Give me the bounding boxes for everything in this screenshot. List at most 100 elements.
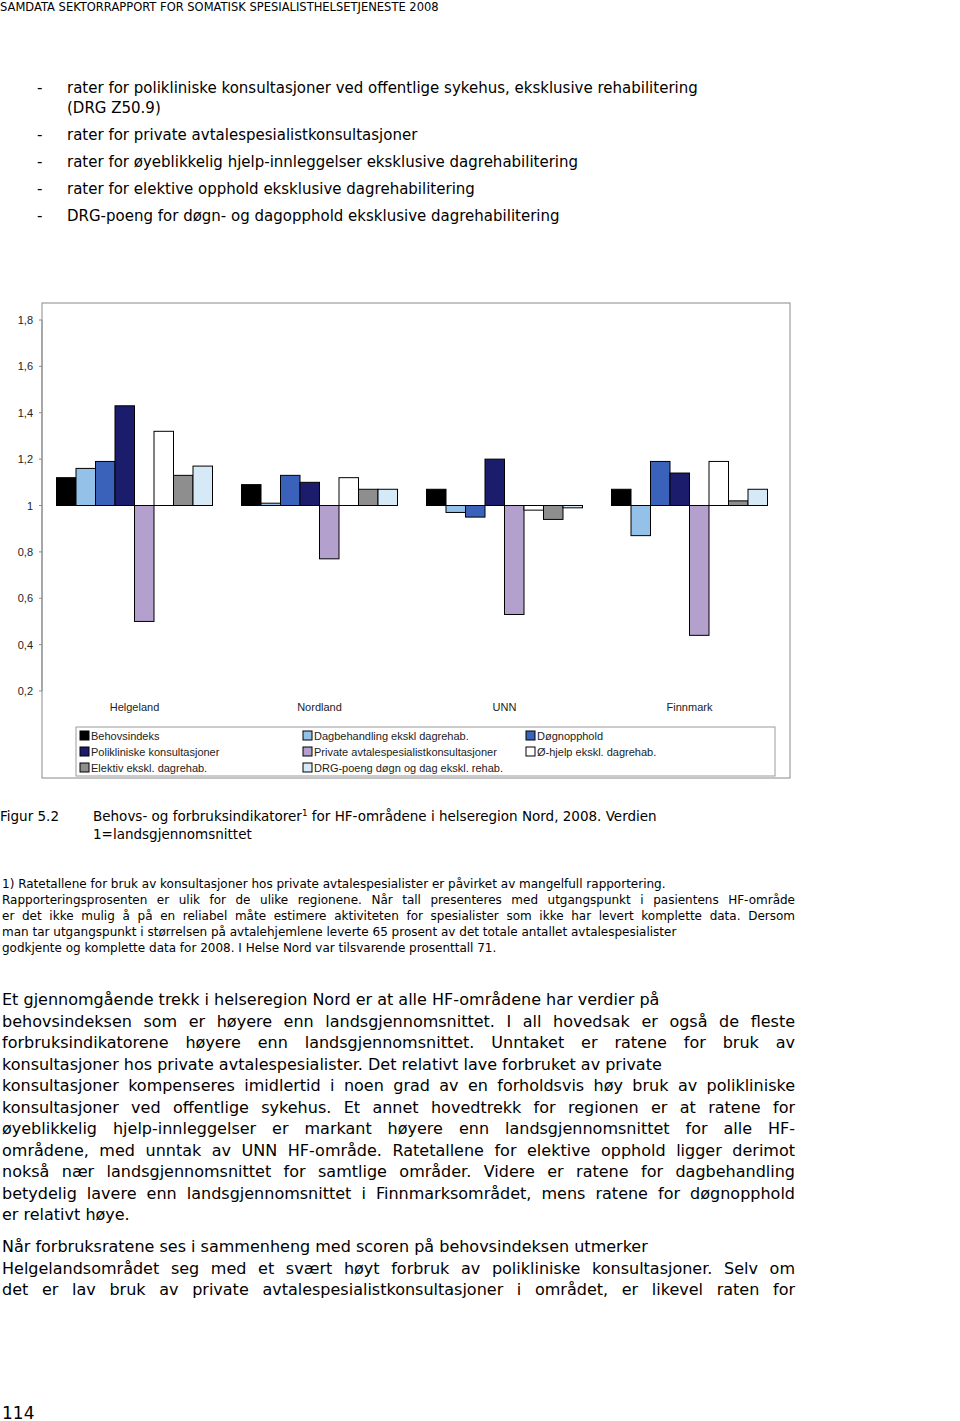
bar: [670, 473, 690, 505]
bar: [115, 406, 135, 506]
text: -: [37, 207, 42, 225]
text: godkjente og komplette data for 2008. I …: [2, 941, 496, 955]
caption-text: Behovs- og forbruksindikatorer1 for HF-o…: [93, 808, 657, 824]
bar: [57, 478, 77, 506]
bars: [57, 406, 768, 636]
bar: [135, 506, 155, 622]
bar: [261, 503, 281, 505]
running-header: SAMDATA SEKTORRAPPORT FOR SOMATISK SPESI…: [0, 1, 439, 15]
footnote-ref: 1: [302, 807, 308, 817]
text: man tar utgangspunkt i størrelsen på avt…: [2, 925, 676, 939]
bar: [281, 475, 301, 505]
footnote-line: Rapporteringsprosenten er ulik for de ul…: [2, 893, 795, 907]
bar: [320, 506, 340, 559]
body-line: betydelig lavere enn landsgjennomsnittet…: [2, 1184, 795, 1203]
legend-box: [76, 727, 775, 776]
chart: 0,20,40,60,811,21,41,61,8HelgelandNordla…: [0, 0, 960, 800]
bullet-text: DRG-poeng for døgn- og dagopphold eksklu…: [67, 207, 560, 225]
y-tick-label: 1,2: [18, 453, 33, 465]
legend-swatch: [303, 747, 312, 756]
bullet-marker: -: [37, 126, 42, 144]
y-tick-label: 0,8: [18, 546, 33, 558]
bullet-marker: -: [37, 79, 42, 97]
bar: [651, 461, 671, 505]
category-label: Finnmark: [667, 701, 713, 713]
text: DRG-poeng for døgn- og dagopphold eksklu…: [67, 207, 560, 225]
legend-swatch: [80, 747, 89, 756]
y-tick-label: 1: [27, 500, 33, 512]
legend-swatch: [303, 763, 312, 772]
text: behovsindeksen som er høyere enn landsgj…: [2, 1012, 795, 1031]
bar: [154, 431, 174, 505]
bullet-text: rater for øyeblikkelig hjelp-innleggelse…: [67, 153, 578, 171]
text: 1) Ratetallene for bruk av konsultasjone…: [2, 877, 666, 891]
bullet-text: rater for polikliniske konsultasjoner ve…: [67, 79, 698, 97]
bar: [631, 506, 651, 536]
legend-swatch: [80, 763, 89, 772]
body-line: nokså nær landsgjennomsnittet for samtli…: [2, 1162, 795, 1181]
bar: [505, 506, 525, 615]
text: konsultasjoner hos private avtalespesial…: [2, 1055, 662, 1074]
body-line: det er lav bruk av private avtalespesial…: [2, 1280, 795, 1299]
text: -: [37, 180, 42, 198]
bar: [485, 459, 505, 505]
y-tick: [39, 505, 42, 506]
y-tick: [39, 412, 42, 413]
text: -: [37, 126, 42, 144]
y-tick-label: 0,6: [18, 592, 33, 604]
y-tick: [39, 551, 42, 552]
text: SAMDATA SEKTORRAPPORT FOR SOMATISK SPESI…: [0, 0, 439, 14]
body-line: konsultasjoner hos private avtalespesial…: [2, 1055, 662, 1074]
text: 1=landsgjennomsnittet: [93, 826, 252, 842]
legend-label: Private avtalespesialistkonsultasjoner: [314, 746, 497, 758]
footnote-line: 1) Ratetallene for bruk av konsultasjone…: [2, 877, 666, 891]
footnote-line: er det ikke mulig å på en reliabel måte …: [2, 909, 795, 923]
bar: [359, 489, 379, 505]
body-line: Helgelandsområdet seg med et svært høyt …: [2, 1259, 795, 1278]
body-line: konsultasjoner ved offentlige sykehus. E…: [2, 1098, 795, 1117]
caption-text: 1=landsgjennomsnittet: [93, 826, 252, 842]
body-line: områdene, med unntak av UNN HF-område. R…: [2, 1141, 795, 1160]
bar: [729, 501, 749, 506]
text: det er lav bruk av private avtalespesial…: [2, 1280, 795, 1299]
text: -: [37, 79, 42, 97]
text: øyeblikkelig hjelp-innleggelser er marka…: [2, 1119, 795, 1138]
y-tick: [39, 459, 42, 460]
bullet-text: rater for elektive opphold eksklusive da…: [67, 180, 475, 198]
bar: [524, 506, 544, 511]
category-label: Nordland: [297, 701, 342, 713]
text: Når forbruksratene ses i sammenheng med …: [2, 1237, 648, 1256]
text: (DRG Z50.9): [67, 99, 161, 117]
text: rater for private avtalespesialistkonsul…: [67, 126, 417, 144]
legend-label: Dagbehandling ekskl dagrehab.: [314, 730, 469, 742]
bar: [612, 489, 632, 505]
y-tick: [39, 320, 42, 321]
bar: [466, 506, 486, 518]
legend-swatch: [526, 747, 535, 756]
y-tick: [39, 598, 42, 599]
caption-label: Figur 5.2: [0, 808, 59, 824]
bar: [300, 482, 320, 505]
category-label: UNN: [493, 701, 517, 713]
text: rater for elektive opphold eksklusive da…: [67, 180, 475, 198]
page: SAMDATA SEKTORRAPPORT FOR SOMATISK SPESI…: [0, 0, 960, 1421]
legend-swatch: [526, 731, 535, 740]
legend-label: Polikliniske konsultasjoner: [91, 746, 220, 758]
page-number: 114: [2, 1403, 34, 1421]
bar: [96, 461, 116, 505]
bullet-text: rater for private avtalespesialistkonsul…: [67, 126, 417, 144]
text: rater for polikliniske konsultasjoner ve…: [67, 79, 698, 97]
bullet-text: (DRG Z50.9): [67, 99, 161, 117]
legend-label: Ø-hjelp ekskl. dagrehab.: [537, 746, 656, 758]
legend-label: Døgnopphold: [537, 730, 603, 742]
chart-frame: [42, 303, 790, 778]
body-line: øyeblikkelig hjelp-innleggelser er marka…: [2, 1119, 795, 1138]
body-line: Et gjennomgående trekk i helseregion Nor…: [2, 990, 659, 1009]
y-tick: [39, 644, 42, 645]
body-line: Når forbruksratene ses i sammenheng med …: [2, 1237, 648, 1256]
bar: [193, 466, 213, 505]
text: Helgelandsområdet seg med et svært høyt …: [2, 1259, 795, 1278]
text: er det ikke mulig å på en reliabel måte …: [2, 909, 795, 923]
footnote-line: godkjente og komplette data for 2008. I …: [2, 941, 496, 955]
text: -: [37, 153, 42, 171]
